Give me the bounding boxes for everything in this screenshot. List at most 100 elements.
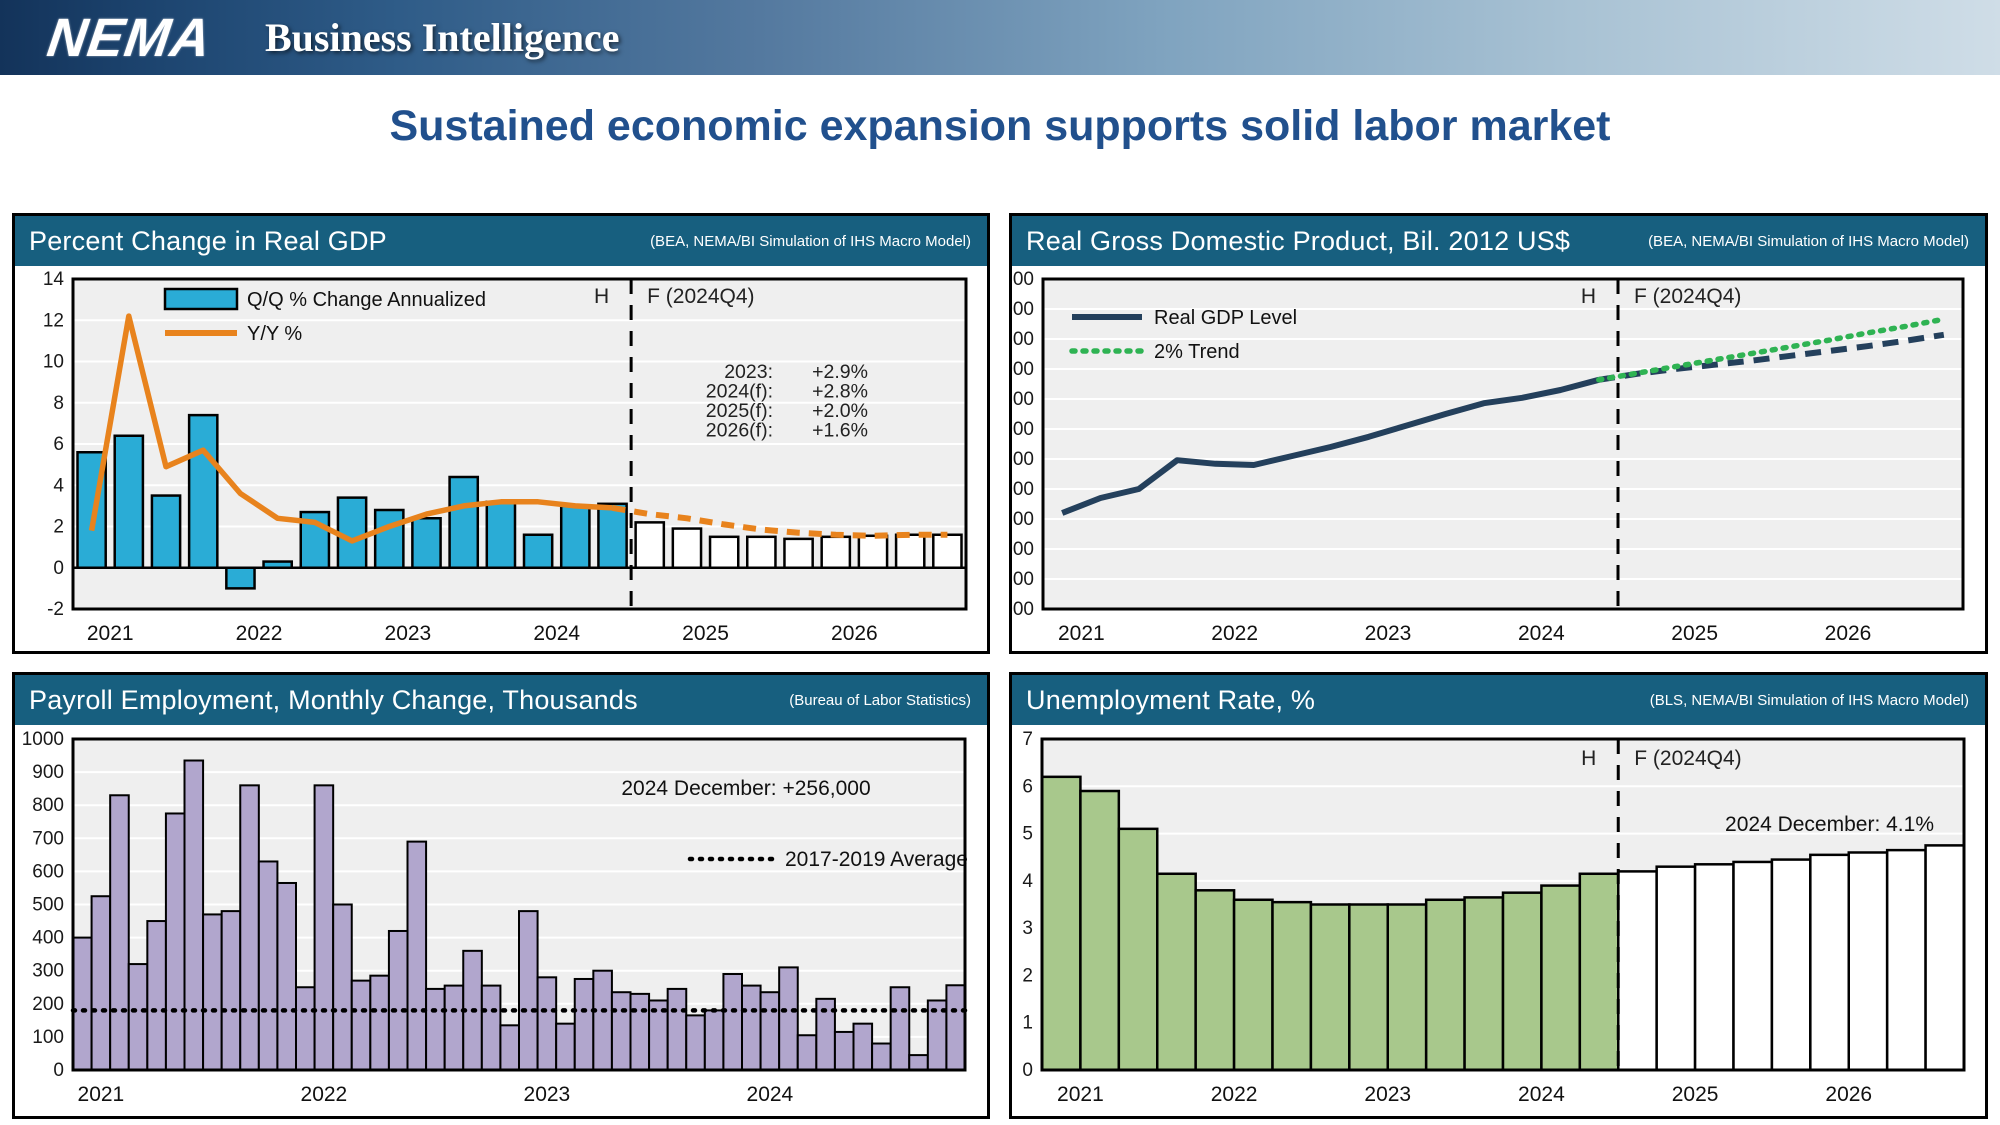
y-tick-label: 1	[1022, 1013, 1033, 1034]
x-year-label: 2024	[1518, 1083, 1565, 1106]
y-tick-label: 22,000	[1012, 359, 1034, 380]
x-year-label: 2023	[524, 1083, 571, 1106]
y-tick-label: 10	[43, 352, 64, 373]
unemployment-bars	[1040, 775, 1966, 1072]
bar-qq-historical	[336, 496, 368, 569]
bar-unemployment-historical	[1348, 903, 1390, 1072]
gdp-level-historical	[1061, 376, 1600, 516]
bar-qq-historical	[150, 494, 182, 569]
bar-unemployment-historical	[1156, 872, 1197, 1072]
x-year-label: 2021	[87, 622, 134, 645]
legend-label-trend: 2% Trend	[1154, 341, 1240, 363]
y-tick-label: 800	[32, 795, 64, 816]
x-year-label: 2025	[1672, 1083, 1719, 1106]
y-tick-label: 18,500	[1012, 569, 1034, 590]
panel-gdp-level: Real Gross Domestic Product, Bil. 2012 U…	[976, 213, 1988, 654]
bar-qq-forecast	[634, 521, 666, 569]
x-year-label: 2026	[831, 622, 878, 645]
forecast-table-year: 2024(f):	[706, 381, 773, 403]
payroll-chart: 0 100 200 300 400 500 600 700 800 900 1000 2021 2022…	[15, 725, 987, 1116]
bar-qq-historical	[559, 504, 591, 569]
y-tick-label: 20,000	[1012, 479, 1034, 500]
bar-payroll	[369, 974, 390, 1071]
bar-qq-forecast	[746, 535, 777, 569]
bar-qq-historical	[113, 434, 145, 569]
bar-payroll	[759, 991, 781, 1071]
y-tick-label: 300	[32, 961, 64, 982]
y-tick-label: 19,500	[1012, 509, 1034, 530]
y-tick-label: 20,500	[1012, 449, 1034, 470]
y-tick-label: 6	[1022, 776, 1033, 797]
bar-payroll	[741, 984, 762, 1071]
bar-unemployment-historical	[1040, 775, 1082, 1072]
y-tick-label: 0	[53, 558, 64, 579]
x-year-label: 2024	[1518, 622, 1565, 645]
x-year-label: 2023	[385, 622, 432, 645]
bar-unemployment-forecast	[1885, 848, 1927, 1072]
bar-unemployment-forecast	[1847, 851, 1889, 1072]
bar-payroll	[183, 759, 205, 1071]
bar-payroll	[295, 986, 316, 1071]
bar-qq-forecast	[857, 534, 889, 569]
payroll-svg: 0 100 200 300 400 500 600 700 800 900 1000 2021 2022…	[22, 729, 968, 1106]
y-tick-label: 14	[43, 269, 65, 290]
y-tick-label: 18,000	[1012, 599, 1034, 620]
panel-header: Payroll Employment, Monthly Change, Thou…	[15, 675, 987, 725]
bar-qq-historical	[485, 500, 517, 569]
gdp-qq-chart: -2 0 2 4 6 8 10 12 14 2021 2022 2023 2024 2025 2026 H F …	[15, 266, 987, 651]
x-year-label: 2023	[1364, 1083, 1411, 1106]
y-tick-label: 5	[1022, 824, 1033, 845]
forecast-table-value: +2.9%	[812, 361, 868, 383]
y-tick-label: 23,500	[1012, 269, 1034, 290]
bar-payroll	[164, 812, 186, 1071]
forecast-table-value: +1.6%	[812, 420, 868, 442]
bar-payroll	[406, 840, 428, 1071]
bar-unemployment-historical	[1079, 789, 1121, 1072]
bar-qq-historical	[225, 566, 256, 590]
y-tick-label: 7	[1022, 729, 1033, 750]
y-tick-label: 2	[53, 517, 64, 538]
x-year-label: 2021	[78, 1083, 125, 1106]
bar-payroll	[480, 984, 502, 1071]
bar-unemployment-historical	[1194, 889, 1236, 1072]
y-tick-label: 19,000	[1012, 539, 1034, 560]
plot-border	[71, 277, 968, 611]
forecast-label: F (2024Q4)	[1634, 285, 1741, 308]
bar-payroll	[518, 910, 539, 1071]
chart-title: Percent Change in Real GDP	[29, 225, 387, 256]
y-tick-label: 21,000	[1012, 419, 1034, 440]
history-label: H	[1581, 747, 1596, 770]
bar-qq-forecast	[932, 533, 963, 569]
forecast-table-value: +2.8%	[812, 381, 868, 403]
bar-payroll	[146, 920, 167, 1071]
forecast-table-year: 2026(f):	[706, 420, 773, 442]
gdp_level-svg: 18,000 18,500 19,000 19,500 20,000 20,500 21,0…	[976, 269, 1965, 645]
x-year-label: 2024	[747, 1083, 794, 1106]
bar-payroll	[109, 794, 130, 1072]
forecast-table-value: +2.0%	[812, 400, 868, 422]
y-tick-label: 8	[53, 393, 64, 414]
x-year-label: 2024	[533, 622, 580, 645]
bar-unemployment-forecast	[1693, 863, 1735, 1072]
x-year-label: 2022	[1211, 622, 1258, 645]
plot-border	[1041, 277, 1965, 611]
chart-source: (BEA, NEMA/BI Simulation of IHS Macro Mo…	[650, 232, 971, 250]
bar-qq-forecast	[708, 535, 740, 569]
y-tick-label: 200	[32, 994, 64, 1015]
x-year-label: 2023	[1365, 622, 1412, 645]
legend-label-qq: Q/Q % Change Annualized	[247, 289, 486, 311]
panel-payroll: Payroll Employment, Monthly Change, Thou…	[12, 672, 990, 1119]
bar-payroll	[313, 784, 335, 1072]
bar-unemployment-historical	[1501, 891, 1543, 1072]
bar-payroll	[90, 895, 112, 1071]
bar-unemployment-forecast	[1655, 865, 1697, 1072]
y-tick-label: 400	[32, 928, 64, 949]
bar-payroll	[629, 992, 651, 1071]
bar-qq-forecast	[820, 535, 852, 569]
bar-qq-forecast	[671, 527, 703, 569]
panel-gdp-qq: Percent Change in Real GDP (BEA, NEMA/BI…	[12, 213, 990, 654]
bar-payroll	[127, 963, 149, 1071]
bar-payroll	[425, 987, 446, 1071]
bar-unemployment-forecast	[1732, 860, 1774, 1072]
legend-label-gdp: Real GDP Level	[1154, 307, 1297, 329]
